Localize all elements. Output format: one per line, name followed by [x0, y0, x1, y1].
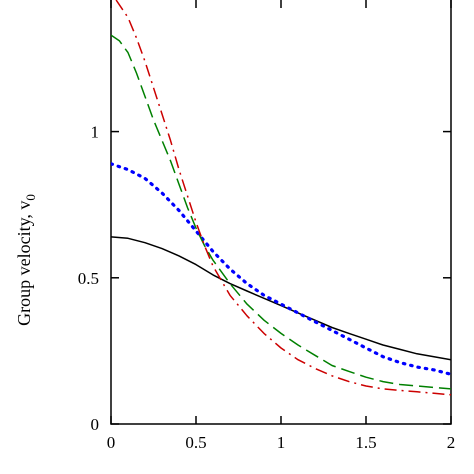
y-axis-title-subscript: 0	[23, 194, 38, 201]
y-tick-label: 0	[91, 415, 100, 434]
series-line-dotted	[111, 162, 451, 376]
series-layer	[111, 0, 451, 396]
series-line-dashdot	[115, 0, 451, 396]
x-tick-label: 0	[107, 433, 116, 452]
tick-layer: 0 0.5 1 1.5 2 0 0.5 1	[78, 0, 456, 452]
x-tick-label: 0.5	[185, 433, 206, 452]
series-line-solid	[111, 236, 451, 361]
y-tick-label: 1	[91, 123, 100, 142]
y-tick-label: 0.5	[78, 269, 99, 288]
x-tick-label: 1.5	[355, 433, 376, 452]
x-tick-label: 1	[277, 433, 286, 452]
series-line-dashed	[111, 34, 451, 390]
y-axis-title-text: Group velocity, v	[14, 201, 34, 326]
x-tick-label: 2	[447, 433, 456, 452]
plot-area	[110, 0, 452, 425]
y-axis-title: Group velocity, v0	[14, 194, 38, 326]
plot-frame	[110, 0, 452, 425]
